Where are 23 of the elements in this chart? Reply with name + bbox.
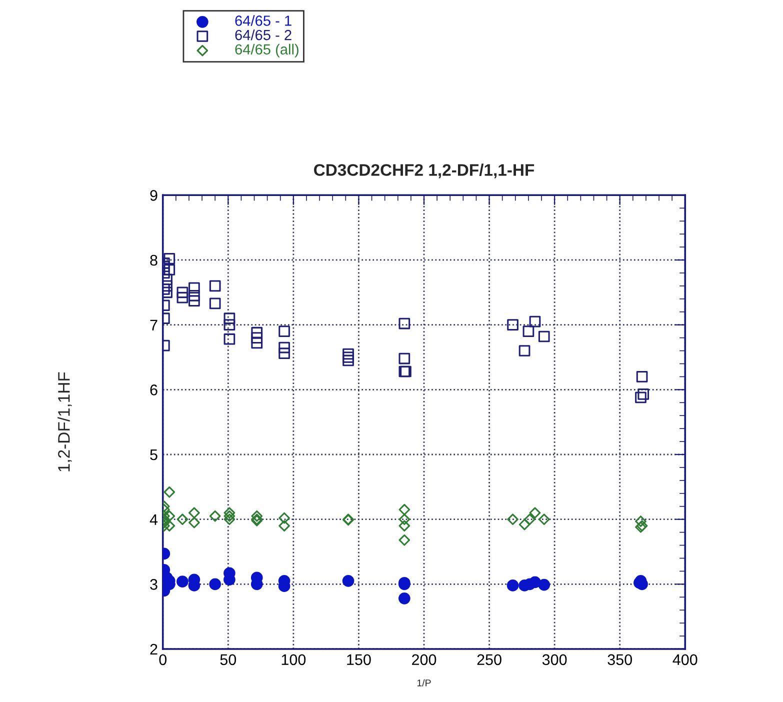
x-tick-label: 300 (542, 654, 567, 666)
legend-label: 64/65 - 2 (235, 30, 292, 40)
x-tick-label: 350 (608, 654, 632, 666)
y-tick-label: 2 (150, 644, 158, 655)
x-tick-label: 400 (672, 654, 698, 666)
y-tick-label: 7 (150, 320, 158, 330)
x-tick-label: 250 (477, 654, 502, 666)
x-tick-label: 100 (282, 654, 306, 666)
x-tick-label: 50 (220, 654, 236, 666)
y-axis-title: 1,2-DF/1,1HF (58, 372, 72, 472)
y-tick-label: 3 (150, 579, 158, 590)
x-axis-title: 1/P (417, 679, 431, 686)
chart-title: CD3CD2CHF2 1,2-DF/1,1-HF (314, 164, 534, 178)
x-tick-label: 0 (159, 654, 167, 666)
y-tick-label: 8 (150, 254, 158, 266)
legend-label: 64/65 (all) (235, 44, 298, 58)
x-tick-label: 150 (347, 654, 371, 666)
x-tick-label: 200 (412, 654, 436, 666)
y-tick-label: 4 (150, 514, 158, 525)
y-tick-label: 9 (150, 190, 158, 201)
legend-label: 64/65 - 1 (235, 15, 292, 26)
y-tick-label: 5 (150, 450, 158, 460)
y-tick-label: 6 (150, 384, 158, 396)
